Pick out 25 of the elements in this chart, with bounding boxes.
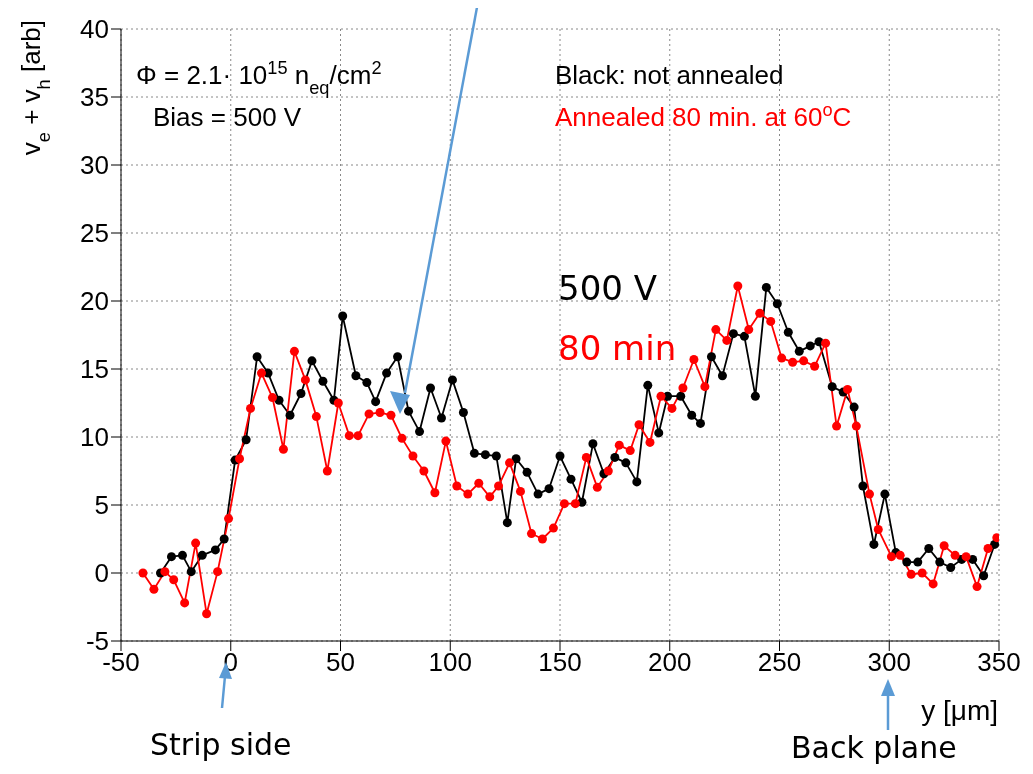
- y-tick-label: 0: [94, 558, 109, 589]
- annotation: Annealed 80 min. at 60$^{o}$C: [555, 100, 852, 132]
- x-tick-label: 200: [648, 647, 692, 678]
- text: Back plane: [791, 730, 957, 765]
- annotation: Bias = 500 V: [153, 102, 302, 132]
- y-tick-label: 25: [80, 218, 109, 249]
- y-tick-label: 10: [80, 422, 109, 453]
- x-tick-label: 300: [867, 647, 911, 678]
- x-tick-label: 50: [326, 647, 355, 678]
- annotation: Black: not annealed: [555, 60, 784, 90]
- x-axis-title: y [μm]: [921, 695, 998, 726]
- annotation: 80 min: [558, 328, 677, 368]
- y-tick-label: 40: [80, 14, 109, 45]
- text: Strip side: [150, 727, 292, 762]
- annotation: 500 V: [558, 268, 657, 308]
- y-tick-label: 30: [80, 150, 109, 181]
- x-tick-label: 100: [428, 647, 472, 678]
- y-tick-label: 5: [94, 490, 109, 521]
- annotation: Φ = 2.1· 10$^{15}$ n$_{eq}$/cm$^{2}$: [136, 58, 382, 98]
- x-tick-label: 350: [977, 647, 1021, 678]
- y-tick-label: 15: [80, 354, 109, 385]
- y-tick-label: 20: [80, 286, 109, 317]
- x-tick-label: 150: [538, 647, 582, 678]
- x-tick-label: 250: [757, 647, 802, 678]
- y-tick-label: 35: [80, 82, 109, 113]
